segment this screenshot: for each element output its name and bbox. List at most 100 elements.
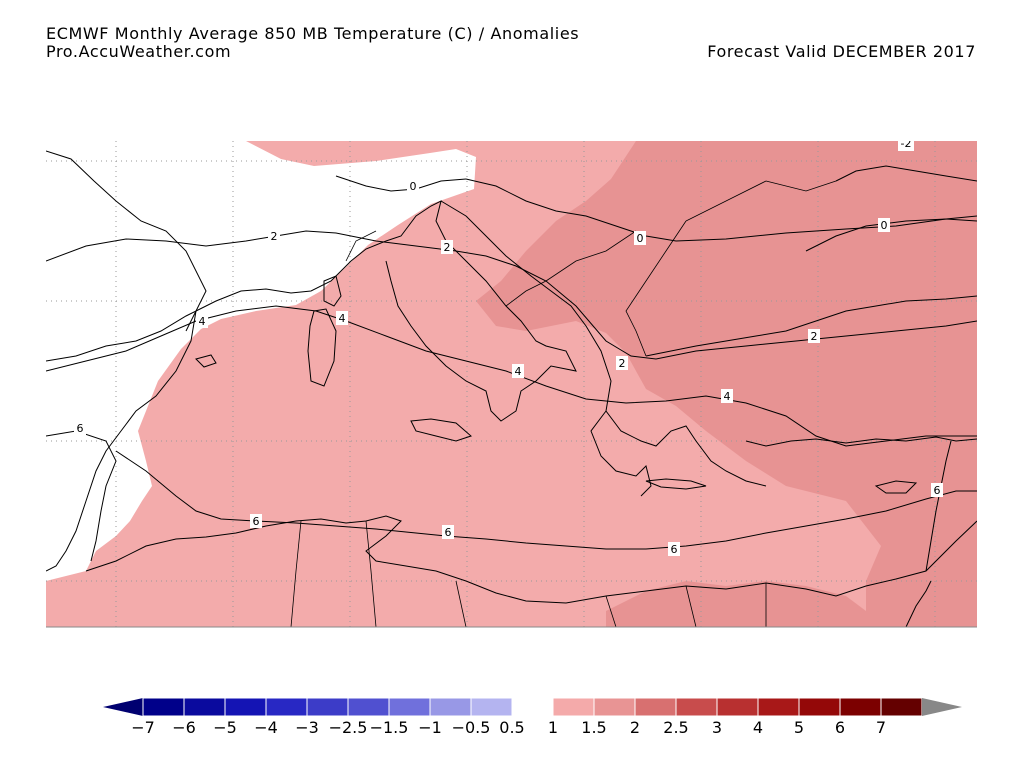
svg-text:4: 4: [724, 390, 731, 403]
legend-swatch: [757, 697, 800, 717]
contour-label-2-d: 2: [808, 329, 820, 343]
legend-tick-label: 1: [548, 718, 558, 737]
coastline-turkey: [645, 295, 977, 357]
legend-tick-label: −6: [172, 718, 196, 737]
anomaly-map: -2 0 0 0 2 2 2 2: [46, 141, 977, 628]
legend-swatch: [347, 697, 390, 717]
legend-tick-label: 2.5: [663, 718, 688, 737]
anomaly-area-neutral: [46, 141, 476, 581]
svg-text:0: 0: [881, 219, 888, 232]
coastline-red-sea: [905, 580, 932, 628]
contour-label-6-a: 6: [74, 421, 86, 435]
svg-text:2: 2: [271, 230, 278, 243]
legend-swatch: [634, 697, 677, 717]
contour-label-minus2: -2: [898, 141, 914, 151]
legend-tick-label: 6: [835, 718, 845, 737]
svg-text:2: 2: [444, 241, 451, 254]
svg-text:0: 0: [637, 232, 644, 245]
coastline-sicily: [410, 418, 472, 442]
anomaly-area-neutral-north: [46, 141, 106, 151]
legend-tick-label: −1: [418, 718, 442, 737]
legend-tick-label: 4: [753, 718, 763, 737]
legend-swatch: [511, 697, 554, 717]
contour-label-4-b: 4: [336, 311, 348, 325]
legend-under-arrow: [103, 698, 143, 716]
legend-tick-label: −0.5: [452, 718, 491, 737]
legend-over-arrow: [922, 698, 962, 716]
contour-label-4-d: 4: [721, 389, 733, 403]
contour-label-6-c: 6: [442, 525, 454, 539]
contour-label-0-c: 0: [878, 218, 890, 232]
contour-label-0-b: 0: [634, 231, 646, 245]
contour-2: [46, 230, 977, 360]
svg-text:4: 4: [515, 365, 522, 378]
svg-text:2: 2: [619, 357, 626, 370]
legend-swatch: [306, 697, 349, 717]
legend-tick-label: −3: [295, 718, 319, 737]
contour-label-2-c: 2: [616, 356, 628, 370]
legend-swatch: [388, 697, 431, 717]
svg-text:6: 6: [445, 526, 452, 539]
legend-swatch: [183, 697, 226, 717]
legend-tick-label: 5: [794, 718, 804, 737]
coastline-crete: [645, 478, 707, 490]
legend-tick-label: −7: [131, 718, 155, 737]
anomaly-area-1-1.5: [476, 141, 977, 627]
coastline-sardinia: [307, 308, 337, 387]
coastline-layer: [46, 150, 977, 628]
legend-tick-label: −5: [213, 718, 237, 737]
contour-label-layer: -2 0 0 0 2 2 2 2: [74, 141, 943, 556]
svg-text:4: 4: [339, 312, 346, 325]
contour-label-6-b: 6: [250, 514, 262, 528]
legend-swatch: [839, 697, 882, 717]
legend-swatch: [224, 697, 267, 717]
legend-swatches: [103, 697, 962, 717]
svg-text:2: 2: [811, 330, 818, 343]
coastline-iberia: [46, 310, 197, 572]
legend-tick-label: 2: [630, 718, 640, 737]
contour-label-4-a: 4: [196, 314, 208, 328]
svg-text:6: 6: [671, 543, 678, 556]
source-label: Pro.AccuWeather.com: [46, 42, 232, 61]
legend-swatch: [675, 697, 718, 717]
border-lines: [290, 180, 837, 628]
legend-swatch: [716, 697, 759, 717]
legend-swatch: [880, 697, 923, 717]
coastline-gulf-lion: [195, 240, 387, 312]
legend-swatch: [429, 697, 472, 717]
legend-tick-label: −2.5: [329, 718, 368, 737]
legend-swatch: [142, 697, 185, 717]
anomaly-area-1-1.5-south: [606, 581, 866, 627]
legend-tick-label: −1.5: [370, 718, 409, 737]
shading-layer: [46, 141, 977, 627]
legend-swatch: [265, 697, 308, 717]
svg-text:0: 0: [410, 180, 417, 193]
contour-0-west: [335, 175, 467, 192]
svg-text:6: 6: [77, 422, 84, 435]
legend-tick-label: 3: [712, 718, 722, 737]
svg-text:4: 4: [199, 315, 206, 328]
svg-text:6: 6: [934, 484, 941, 497]
legend-tick-label: 7: [876, 718, 886, 737]
legend-tick-label: −4: [254, 718, 278, 737]
legend-swatch: [798, 697, 841, 717]
coastline-black-sea: [835, 165, 977, 182]
contour-label-0-a: 0: [407, 179, 419, 193]
legend-swatch: [552, 697, 595, 717]
contour-label-4-c: 4: [512, 364, 524, 378]
legend-tick-label: 0.5: [499, 718, 524, 737]
svg-text:-2: -2: [901, 141, 912, 150]
legend-swatch: [593, 697, 636, 717]
legend-tick-label: 1.5: [581, 718, 606, 737]
coastline-italy: [385, 200, 577, 422]
contour-label-2-b: 2: [441, 240, 453, 254]
map-title: ECMWF Monthly Average 850 MB Temperature…: [46, 24, 580, 43]
coastline-levant: [925, 440, 952, 572]
legend-swatch: [470, 697, 513, 717]
coastline-balearic: [195, 354, 217, 368]
coastline-north-africa: [85, 515, 977, 604]
coastline-corsica: [323, 275, 342, 307]
forecast-valid-label: Forecast Valid DECEMBER 2017: [707, 42, 976, 61]
contour-label-6-e: 6: [931, 483, 943, 497]
coastline-turkey-south: [745, 436, 977, 447]
